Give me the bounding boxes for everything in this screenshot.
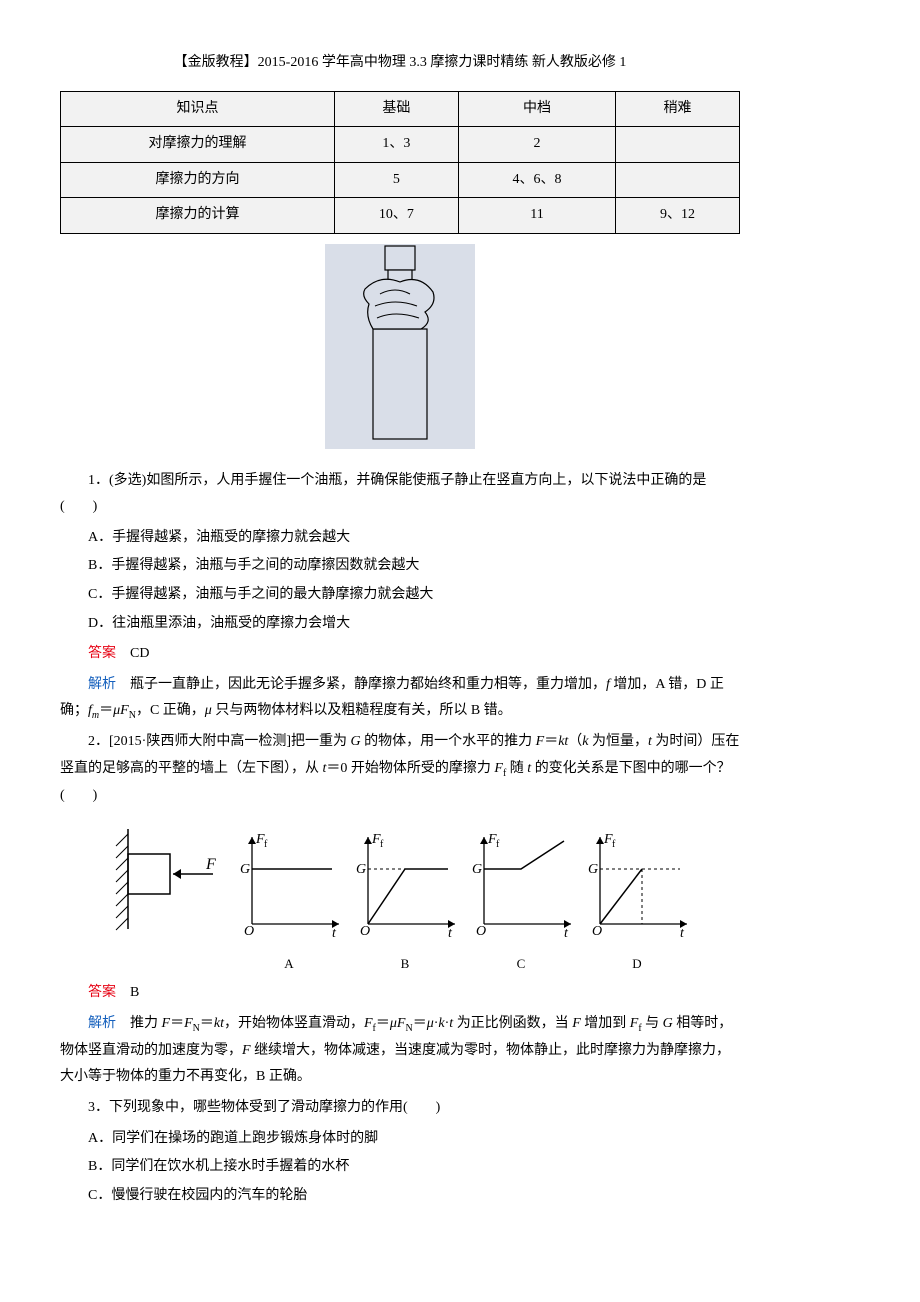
- q2-stem: 2．[2015·陕西师大附中高一检测]把一重为 G 的物体，用一个水平的推力 F…: [60, 729, 740, 809]
- charts-row: F G F f O t A G: [60, 819, 740, 976]
- answer-label: 答案: [88, 985, 116, 1000]
- svg-text:G: G: [472, 862, 482, 877]
- th-1: 基础: [334, 91, 458, 127]
- svg-text:t: t: [680, 926, 685, 939]
- knowledge-table: 知识点 基础 中档 稍难 对摩擦力的理解 1、3 2 摩擦力的方向 5 4、6、…: [60, 91, 740, 234]
- svg-text:G: G: [356, 862, 366, 877]
- svg-text:G: G: [588, 862, 598, 877]
- chart-caption-a: A: [234, 952, 344, 977]
- q3-stem: 3．下列现象中，哪些物体受到了滑动摩擦力的作用( ): [60, 1095, 740, 1122]
- q1-stem: 1．(多选)如图所示，人用手握住一个油瓶，并确保能使瓶子静止在竖直方向上，以下说…: [60, 468, 740, 521]
- q1-opt-a: A．手握得越紧，油瓶受的摩擦力就会越大: [60, 525, 740, 552]
- explanation-label: 解析: [88, 677, 116, 692]
- th-2: 中档: [458, 91, 615, 127]
- wall-block-figure: F: [108, 819, 228, 976]
- chart-d: G F f O t D: [582, 829, 692, 976]
- chart-a: G F f O t A: [234, 829, 344, 976]
- q1-opt-c: C．手握得越紧，油瓶与手之间的最大静摩擦力就会越大: [60, 582, 740, 609]
- force-label: F: [205, 856, 216, 873]
- q2-answer-text: B: [130, 985, 139, 1000]
- chart-caption-b: B: [350, 952, 460, 977]
- svg-text:O: O: [592, 924, 602, 939]
- chart-caption-c: C: [466, 952, 576, 977]
- svg-text:t: t: [332, 926, 337, 939]
- svg-text:G: G: [240, 862, 250, 877]
- q3-opt-c: C．慢慢行驶在校园内的汽车的轮胎: [60, 1183, 740, 1210]
- explanation-label: 解析: [88, 1016, 116, 1031]
- q1-explanation: 解析 瓶子一直静止，因此无论手握多紧，静摩擦力都始终和重力相等，重力增加，f 增…: [60, 672, 740, 725]
- bottle-figure: [60, 244, 740, 460]
- svg-text:f: f: [496, 839, 500, 850]
- svg-text:t: t: [564, 926, 569, 939]
- th-0: 知识点: [61, 91, 335, 127]
- chart-c: G F f O t C: [466, 829, 576, 976]
- table-row: 对摩擦力的理解 1、3 2: [61, 127, 740, 163]
- svg-text:O: O: [360, 924, 370, 939]
- chart-b: G F f O t B: [350, 829, 460, 976]
- table-row: 摩擦力的方向 5 4、6、8: [61, 162, 740, 198]
- q1-opt-d: D．往油瓶里添油，油瓶受的摩擦力会增大: [60, 611, 740, 638]
- svg-text:t: t: [448, 926, 453, 939]
- svg-text:O: O: [476, 924, 486, 939]
- th-3: 稍难: [616, 91, 740, 127]
- q3-opt-b: B．同学们在饮水机上接水时手握着的水杯: [60, 1154, 740, 1181]
- q3-opt-a: A．同学们在操场的跑道上跑步锻炼身体时的脚: [60, 1126, 740, 1153]
- q2-explanation: 解析 推力 F＝FN＝kt，开始物体竖直滑动，Ff＝μFN＝μ·k·t 为正比例…: [60, 1011, 740, 1091]
- q2-answer: 答案 B: [60, 980, 740, 1007]
- svg-text:f: f: [380, 839, 384, 850]
- table-row: 摩擦力的计算 10、7 11 9、12: [61, 198, 740, 234]
- table-header-row: 知识点 基础 中档 稍难: [61, 91, 740, 127]
- page-title: 【金版教程】2015-2016 学年高中物理 3.3 摩擦力课时精练 新人教版必…: [60, 50, 740, 77]
- q1-answer-text: CD: [130, 646, 149, 661]
- chart-caption-d: D: [582, 952, 692, 977]
- svg-text:O: O: [244, 924, 254, 939]
- q1-opt-b: B．手握得越紧，油瓶与手之间的动摩擦因数就会越大: [60, 553, 740, 580]
- svg-text:f: f: [264, 839, 268, 850]
- answer-label: 答案: [88, 646, 116, 661]
- q1-answer: 答案 CD: [60, 641, 740, 668]
- svg-text:f: f: [612, 839, 616, 850]
